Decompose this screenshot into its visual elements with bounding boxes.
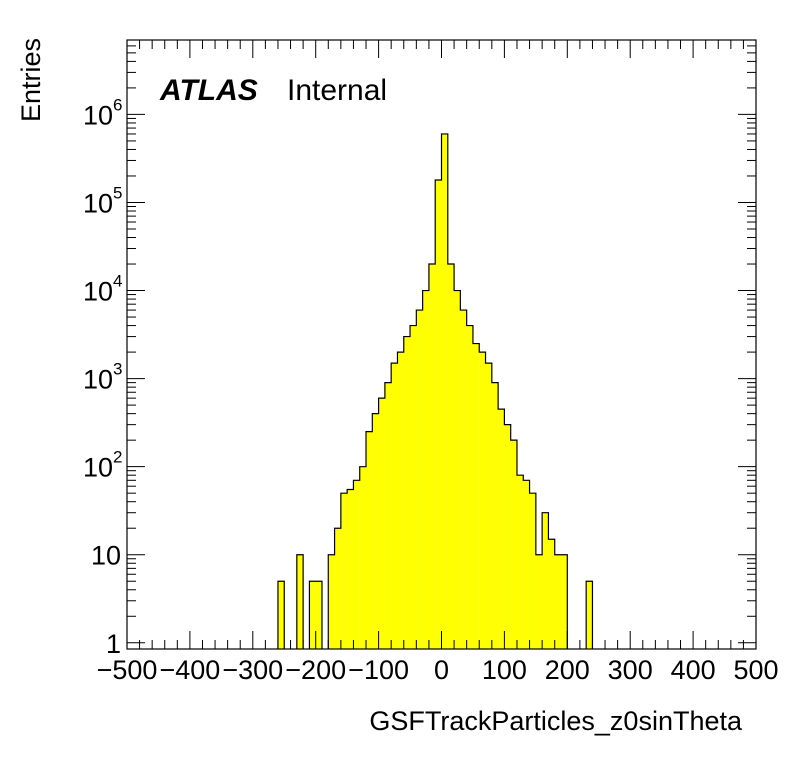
y-tick-label: 10 — [83, 365, 113, 395]
histogram-bar — [535, 554, 543, 649]
histogram-bar — [347, 489, 354, 649]
x-tick-label: 200 — [545, 655, 590, 685]
histogram-bar — [491, 382, 499, 649]
histogram-bar — [460, 310, 467, 649]
histogram-bar — [403, 336, 411, 649]
histogram-bar — [397, 352, 404, 649]
histogram-bar — [340, 493, 348, 649]
y-axis-ticks — [127, 39, 756, 644]
y-axis-title: Entries — [16, 38, 46, 122]
histogram-bar — [504, 424, 511, 649]
y-tick-label: 10 — [83, 453, 113, 483]
histogram-bar — [328, 554, 335, 649]
histogram-bar — [391, 363, 398, 649]
histogram-bar — [372, 413, 379, 649]
histogram-bar — [523, 480, 530, 649]
histogram-bar — [529, 493, 536, 649]
histogram-bar — [542, 512, 549, 649]
histogram-bar — [554, 554, 562, 649]
atlas-label: ATLAS — [159, 74, 258, 107]
y-tick-label: 10 — [91, 541, 121, 571]
histogram-bar — [447, 264, 455, 649]
histogram-bar — [498, 409, 505, 649]
histogram-bar — [353, 480, 360, 649]
histogram-bar — [384, 382, 392, 649]
x-axis-title: GSFTrackParticles_z0sinTheta — [369, 706, 743, 736]
histogram-outline — [277, 133, 594, 649]
y-tick-label: 1 — [106, 629, 121, 659]
histogram-bar — [315, 581, 322, 649]
histogram-bar — [410, 325, 417, 649]
histogram-bar — [435, 180, 442, 649]
histogram-bar — [466, 325, 473, 649]
histogram-bar — [366, 431, 373, 649]
histogram-bar — [378, 398, 385, 649]
histogram-bar — [548, 539, 555, 649]
histogram-bar — [516, 475, 524, 649]
histogram-bar — [416, 310, 423, 649]
x-tick-label: −100 — [348, 655, 409, 685]
y-tick-label-exponent: 5 — [113, 183, 122, 202]
x-tick-label: 500 — [733, 655, 778, 685]
histogram-bar — [359, 466, 367, 649]
x-tick-label: 100 — [482, 655, 527, 685]
x-tick-label: −400 — [159, 655, 220, 685]
x-tick-label: 400 — [671, 655, 716, 685]
histogram-bar — [309, 581, 316, 649]
y-tick-label: 10 — [83, 277, 113, 307]
y-tick-label-exponent: 3 — [113, 360, 122, 379]
histogram-bar — [586, 581, 593, 649]
histogram-bars — [277, 133, 594, 649]
x-tick-label: −300 — [222, 655, 283, 685]
histogram-bar — [296, 554, 304, 649]
histogram-bar — [485, 363, 492, 649]
y-tick-label: 10 — [83, 100, 113, 130]
x-axis-ticks — [126, 40, 757, 649]
y-tick-label-exponent: 4 — [113, 272, 122, 291]
histogram-bar — [428, 264, 436, 649]
x-tick-label: −200 — [285, 655, 346, 685]
histogram-bar — [441, 133, 448, 649]
histogram-bar — [422, 290, 429, 649]
histogram-bar — [479, 352, 486, 649]
x-tick-label: 0 — [434, 655, 449, 685]
histogram-bar — [472, 343, 480, 649]
internal-label: Internal — [287, 74, 387, 107]
y-tick-label-exponent: 2 — [113, 448, 122, 467]
histogram-bar — [277, 581, 285, 649]
x-tick-label: −500 — [97, 655, 158, 685]
histogram-bar — [454, 290, 461, 649]
x-tick-label: 300 — [608, 655, 653, 685]
histogram-bar — [561, 554, 568, 649]
histogram-bar — [510, 440, 517, 649]
x-axis-tick-labels: −500 −400 −300 −200 −100 0 100 200 300 400 500 — [97, 655, 779, 685]
y-tick-label: 10 — [83, 188, 113, 218]
histogram-bar — [334, 528, 341, 649]
y-tick-label-exponent: 6 — [113, 95, 122, 114]
